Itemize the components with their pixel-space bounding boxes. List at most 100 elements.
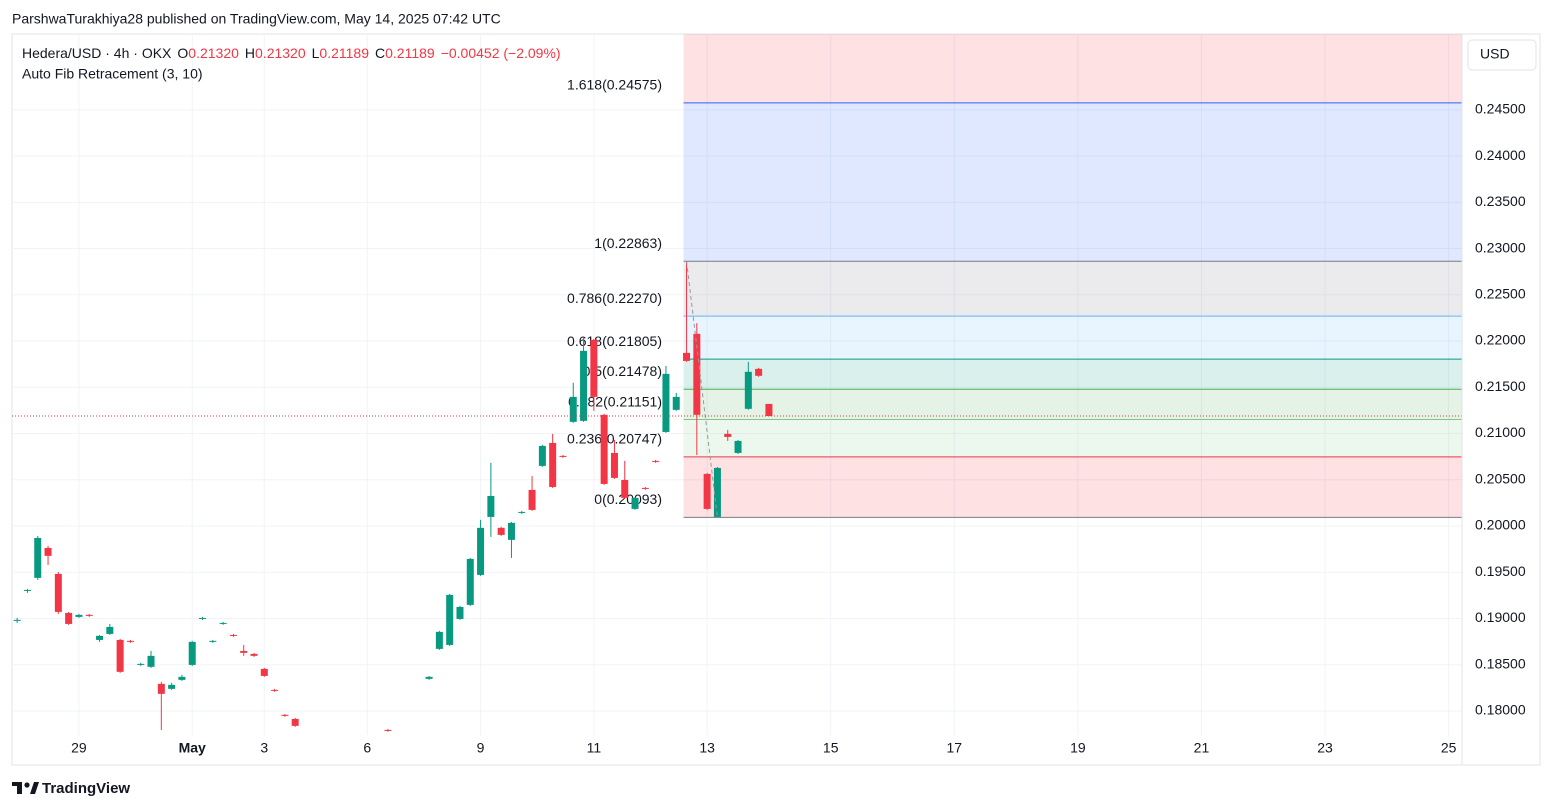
fib-label: 1(0.22863)	[594, 235, 662, 251]
candle-body	[137, 663, 145, 665]
candle-body	[621, 479, 629, 498]
fib-label: 1.618(0.24575)	[567, 77, 662, 93]
x-tick-label: 25	[1441, 740, 1457, 756]
candle-body	[713, 467, 721, 517]
candle-body	[600, 414, 608, 484]
candle-body	[652, 460, 660, 462]
x-tick-label: 9	[477, 740, 485, 756]
x-tick-label: 3	[260, 740, 268, 756]
candle-body	[549, 442, 557, 487]
ohlc-value: 0.21189	[319, 45, 369, 61]
candle-body	[178, 676, 186, 680]
candle-body	[466, 558, 474, 605]
candle-body	[384, 729, 392, 731]
fib-zone	[683, 34, 1462, 103]
fib-zone	[683, 102, 1462, 262]
fib-zone	[683, 456, 1462, 518]
candle-body	[693, 333, 701, 415]
candle-body	[96, 635, 104, 640]
candle-body	[477, 527, 485, 575]
candle-body	[610, 452, 618, 478]
candle-body	[672, 396, 680, 410]
logo-dot	[24, 782, 30, 788]
footer-logo	[12, 782, 39, 794]
fib-label: 0.382(0.21151)	[568, 393, 662, 409]
candle-body	[435, 631, 443, 649]
candle-body	[580, 350, 588, 421]
candle-body	[446, 594, 454, 645]
candle-body	[631, 497, 639, 509]
footer-brand: TradingView	[42, 780, 130, 797]
x-tick-label: 11	[587, 740, 602, 756]
currency-box[interactable]	[1467, 39, 1537, 71]
candles	[12, 261, 1462, 732]
ohlc-value: 0.21320	[188, 45, 239, 61]
logo-mark	[12, 782, 22, 794]
candle-body	[116, 639, 124, 672]
candle-body	[209, 640, 217, 642]
fib-zone	[683, 359, 1462, 390]
candle-body	[569, 396, 577, 422]
y-tick-label: 0.21500	[1475, 378, 1526, 394]
ohlc-label: O	[177, 45, 188, 61]
candle-body	[281, 714, 289, 716]
symbol: Hedera/USD · 4h · OKX	[22, 45, 172, 61]
ohlc-value: 0.21189	[385, 45, 435, 61]
candle-body	[683, 352, 691, 361]
fib-label: 0.236(0.20747)	[567, 431, 662, 447]
candle-body	[199, 617, 207, 619]
candle-body	[157, 683, 165, 694]
fib-label: 0.618(0.21805)	[567, 333, 662, 349]
candle-body	[34, 537, 42, 578]
candle-body	[126, 640, 134, 642]
candle-body	[765, 403, 773, 417]
fib-zone	[683, 419, 1462, 457]
candle-body	[497, 527, 505, 535]
candle-body	[23, 589, 31, 591]
y-tick-label: 0.23500	[1475, 193, 1526, 209]
y-tick-label: 0.19000	[1475, 609, 1526, 625]
candle-body	[590, 339, 598, 397]
axes: USD 0.24500 0.24000 0.23500 0.23000 0.22500 0…	[71, 34, 1537, 765]
y-tick-label: 0.22500	[1475, 285, 1526, 301]
ohlc-label: H	[245, 45, 255, 61]
candle-body	[168, 684, 176, 689]
candle-body	[507, 522, 515, 540]
candle-body	[425, 676, 433, 679]
x-tick-label: 13	[699, 740, 715, 756]
candle-body	[44, 547, 52, 556]
candle-body	[260, 668, 268, 676]
candle-body	[528, 489, 536, 510]
fib-trend-line	[686, 261, 718, 518]
fib-label: 0.786(0.22270)	[567, 290, 662, 306]
fib-label: 0(0.20093)	[594, 491, 662, 507]
x-tick-label: 6	[363, 740, 371, 756]
candle-body	[518, 511, 526, 513]
x-tick-label: 19	[1070, 740, 1086, 756]
ohlc-label: C	[375, 45, 385, 61]
fib-zone	[683, 389, 1462, 420]
y-tick-label: 0.18500	[1475, 655, 1526, 671]
x-tick-label: 17	[947, 740, 963, 756]
ohlc-value: 0.21320	[255, 45, 306, 61]
y-tick-label: 0.19500	[1475, 563, 1526, 579]
y-tick-label: 0.18000	[1475, 702, 1526, 718]
candle-body	[75, 614, 83, 617]
candle-body	[724, 433, 732, 437]
y-tick-label: 0.23000	[1475, 239, 1526, 255]
symbol-legend: Hedera/USD · 4h · OKX O0.21320 H0.21320 L0.…	[22, 45, 561, 61]
y-tick-label: 0.21000	[1475, 424, 1526, 440]
candle-body	[147, 655, 155, 667]
indicator-label: Auto Fib Retracement (3, 10)	[22, 66, 203, 82]
candle-body	[538, 445, 546, 466]
x-tick-label: May	[179, 740, 206, 756]
candle-body	[250, 653, 258, 656]
candle-body	[744, 371, 752, 409]
candle-body	[188, 641, 196, 665]
fib-zone	[683, 261, 1462, 317]
candle-body	[13, 619, 21, 621]
y-tick-label: 0.20000	[1475, 517, 1526, 533]
fib-zone	[683, 316, 1462, 360]
grid	[12, 34, 1462, 735]
